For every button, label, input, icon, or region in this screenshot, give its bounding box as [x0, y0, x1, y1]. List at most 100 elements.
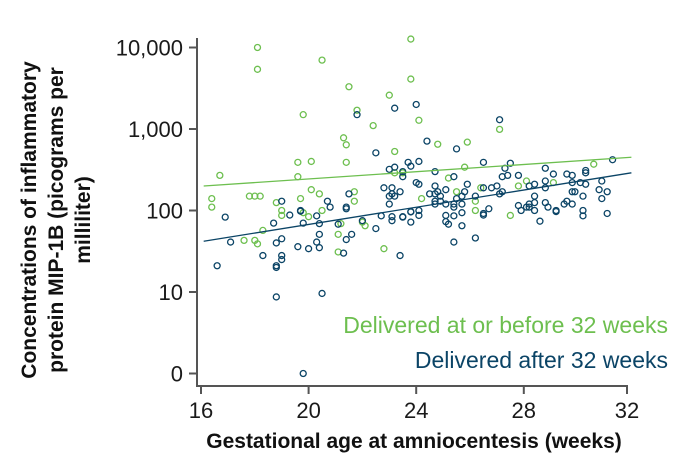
- data-point: [304, 213, 313, 221]
- x-ticks: 16 20 24 28 32: [189, 386, 639, 423]
- data-point: [544, 203, 552, 211]
- data-point: [458, 222, 466, 230]
- data-point: [299, 111, 307, 119]
- x-tick-label: 20: [296, 398, 320, 423]
- data-point: [345, 83, 353, 91]
- data-point: [458, 200, 466, 208]
- data-point: [436, 192, 445, 200]
- data-point: [477, 184, 485, 192]
- data-point: [498, 188, 506, 196]
- data-point: [391, 147, 399, 156]
- y-axis-label-line-1: Concentrations of inflammatory: [18, 61, 41, 379]
- data-point: [388, 217, 396, 225]
- data-point: [313, 212, 321, 220]
- data-point: [213, 262, 221, 270]
- data-point: [582, 169, 590, 177]
- plot-points: [208, 35, 617, 378]
- data-point: [415, 116, 423, 124]
- data-point: [450, 212, 458, 220]
- data-point: [334, 230, 342, 238]
- data-point: [407, 208, 415, 216]
- data-point: [342, 205, 350, 213]
- data-point: [450, 173, 458, 181]
- data-point: [307, 157, 315, 166]
- data-point: [463, 138, 471, 146]
- data-point: [442, 211, 450, 220]
- y-tick-label: 100: [146, 199, 183, 224]
- data-point: [598, 194, 606, 203]
- data-point: [463, 180, 471, 188]
- data-point: [353, 111, 361, 119]
- x-axis-label: Gestational age at amniocentesis (weeks): [206, 430, 622, 453]
- data-point: [385, 91, 393, 99]
- data-point: [530, 206, 539, 215]
- data-point: [240, 236, 248, 245]
- series-before-32: [208, 35, 598, 256]
- legend-label-before-32: Delivered at or before 32 weeks: [343, 312, 668, 338]
- data-point: [498, 173, 506, 181]
- data-point: [407, 35, 415, 43]
- data-point: [506, 159, 515, 167]
- data-point: [415, 180, 423, 188]
- y-tick-label: 0: [171, 362, 183, 387]
- data-point: [471, 206, 480, 215]
- data-point: [434, 140, 442, 148]
- data-point: [391, 163, 399, 171]
- data-point: [479, 211, 488, 219]
- data-point: [278, 255, 286, 264]
- data-point: [452, 145, 461, 153]
- data-point: [396, 251, 404, 260]
- data-point: [517, 206, 525, 215]
- data-point: [315, 244, 324, 252]
- data-point: [380, 245, 388, 253]
- data-point: [313, 238, 321, 246]
- data-point: [495, 125, 504, 134]
- data-point: [495, 116, 504, 124]
- data-point: [216, 171, 224, 180]
- data-point: [399, 173, 407, 181]
- x-tick-label: 16: [189, 398, 213, 423]
- data-point: [407, 75, 415, 83]
- data-point: [485, 205, 493, 213]
- data-point: [571, 188, 579, 196]
- data-point: [471, 192, 480, 200]
- data-point: [549, 170, 558, 178]
- data-point: [452, 188, 461, 196]
- data-point: [552, 207, 560, 216]
- y-axis-label-line-3: milliliter): [72, 176, 95, 264]
- data-point: [272, 239, 280, 247]
- data-point: [582, 180, 590, 188]
- data-point: [315, 190, 324, 198]
- data-point: [450, 203, 458, 211]
- data-point: [345, 190, 353, 198]
- data-point: [372, 224, 380, 233]
- data-point: [391, 104, 399, 112]
- y-axis-label-line-2: protein MIP-1B (picograms per: [45, 67, 68, 373]
- data-point: [339, 249, 348, 257]
- data-point: [415, 157, 423, 166]
- data-point: [388, 184, 396, 192]
- data-point: [294, 173, 302, 181]
- data-point: [541, 184, 549, 192]
- data-point: [568, 188, 576, 196]
- legend-label-after-32: Delivered after 32 weeks: [415, 347, 668, 373]
- data-point: [318, 56, 326, 64]
- data-point: [579, 206, 587, 215]
- data-point: [460, 163, 469, 171]
- data-point: [407, 162, 415, 170]
- data-point: [323, 197, 332, 205]
- data-point: [514, 182, 523, 190]
- data-point: [380, 184, 388, 192]
- data-point: [334, 220, 342, 228]
- data-point: [568, 171, 576, 180]
- data-point: [560, 200, 568, 208]
- data-point: [399, 213, 407, 221]
- data-point: [603, 209, 611, 218]
- data-point: [278, 206, 286, 215]
- data-point: [417, 194, 426, 203]
- data-point: [278, 211, 286, 220]
- data-point: [350, 197, 358, 205]
- data-point: [525, 203, 533, 211]
- data-point: [221, 213, 229, 221]
- data-point: [460, 188, 469, 196]
